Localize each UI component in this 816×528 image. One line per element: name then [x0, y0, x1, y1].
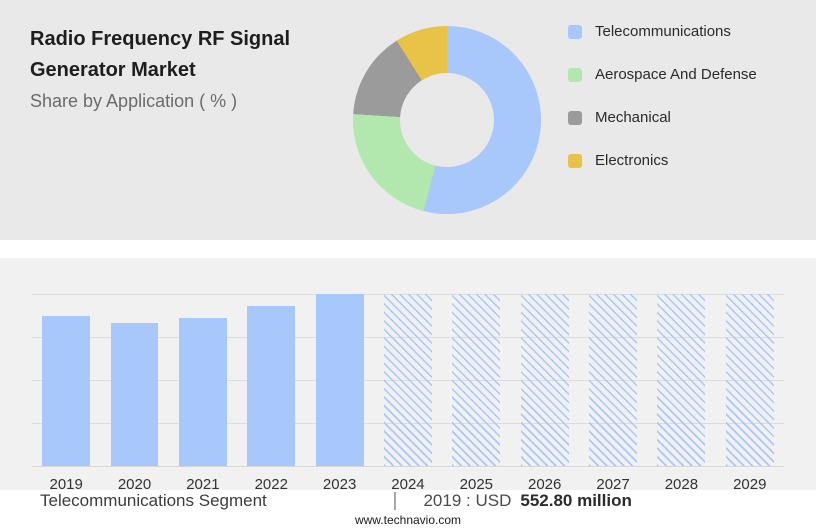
x-axis-label: 2027	[596, 476, 630, 493]
legend-label: Aerospace And Defense	[595, 66, 757, 83]
value-label: 2019 : USD 552.80 million	[397, 491, 776, 511]
x-axis-label: 2023	[322, 476, 357, 493]
x-axis-label: 2022	[254, 476, 288, 493]
legend: Telecommunications Aerospace And Defense M…	[568, 10, 757, 182]
legend-item: Aerospace And Defense	[568, 53, 757, 96]
x-axis-label: 2020	[117, 476, 152, 493]
page-subtitle: Share by Application ( % )	[30, 91, 238, 111]
x-axis-label: 2021	[186, 476, 220, 493]
bar-column	[305, 294, 373, 466]
donut-hole	[400, 73, 494, 167]
value-bar	[42, 316, 91, 466]
legend-swatch	[568, 67, 582, 82]
forecast-bar	[725, 294, 774, 466]
footer-url: www.technavio.com	[354, 513, 462, 527]
bar-column	[169, 294, 237, 466]
x-axis-label: 2026	[528, 476, 562, 493]
bar-column	[374, 294, 442, 466]
forecast-bar	[384, 294, 432, 466]
forecast-bar	[657, 294, 706, 466]
value-bar	[178, 318, 227, 466]
page-title: Radio Frequency RF Signal Generator Mark…	[30, 28, 291, 81]
value-amount: 552.80 million	[520, 491, 632, 510]
legend-item: Mechanical	[568, 96, 757, 139]
forecast-bar	[520, 294, 569, 466]
bar-column	[237, 294, 305, 466]
bar-column	[32, 294, 100, 466]
segment-label: Telecommunications Segment	[40, 491, 267, 510]
bar-chart-section: 2019 2020 2021 2022 2023 2024 2025 2026 2027 2028…	[0, 258, 816, 493]
legend-swatch	[568, 24, 582, 39]
x-axis-label: 2024	[391, 476, 425, 493]
bar-column	[579, 294, 647, 466]
bar-column	[442, 294, 510, 466]
caption-row: Telecommunications Segment | 2019 : USD …	[0, 490, 816, 512]
legend-label: Telecommunications	[595, 23, 731, 40]
legend-label: Electronics	[595, 152, 669, 169]
legend-swatch	[568, 153, 582, 168]
legend-swatch	[568, 110, 582, 125]
x-axis-label: 2029	[733, 476, 767, 493]
forecast-bar	[452, 294, 501, 466]
bar-column	[100, 294, 168, 466]
bar-column	[511, 294, 579, 466]
bars	[32, 294, 784, 466]
value-bar	[315, 294, 364, 466]
value-bar	[110, 323, 159, 466]
legend-item: Telecommunications	[568, 10, 757, 53]
section-divider	[0, 240, 816, 258]
bar-column	[647, 294, 715, 466]
donut-chart	[353, 26, 541, 214]
donut-section: Radio Frequency RF Signal Generator Mark…	[0, 0, 816, 240]
legend-label: Mechanical	[595, 109, 671, 126]
legend-item: Electronics	[568, 139, 757, 182]
x-labels: 2019 2020 2021 2022 2023 2024 2025 2026 2027 2028…	[32, 476, 784, 493]
value-prefix: 2019 : USD	[423, 491, 512, 510]
bar-chart-plot	[32, 294, 784, 467]
x-axis-label: 2019	[49, 476, 83, 493]
value-bar	[247, 306, 296, 466]
caption-divider: |	[392, 490, 398, 511]
bar-column	[716, 294, 784, 466]
x-axis-label: 2025	[459, 476, 494, 493]
footer: www.technavio.com	[0, 512, 816, 528]
header: Radio Frequency RF Signal Generator Mark…	[30, 24, 340, 112]
x-axis-label: 2028	[664, 476, 699, 493]
forecast-bar	[589, 294, 637, 466]
